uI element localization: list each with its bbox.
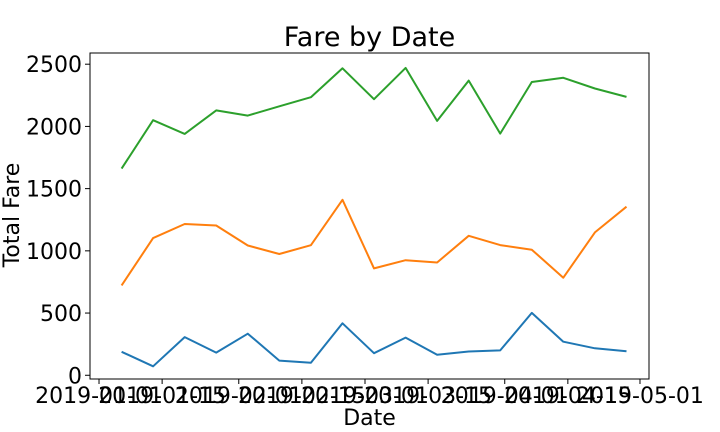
x-tick-label: 2019-01-01 — [35, 384, 163, 409]
series-line-1 — [121, 311, 627, 368]
plot-frame — [89, 52, 650, 380]
series-line-2 — [120, 198, 628, 286]
x-tick-label: 2019-02-01 — [175, 384, 303, 409]
y-tick-label: 0 — [68, 364, 82, 389]
x-tick-label: 2019-04-15 — [504, 384, 632, 409]
chart-title: Fare by Date — [284, 22, 456, 53]
y-axis: 0 500 1000 1500 2000 2500 — [26, 53, 90, 389]
x-tick-label: 2019-02-15 — [238, 384, 366, 409]
y-axis-label: Total Fare — [0, 163, 25, 269]
series-line-3 — [120, 66, 627, 170]
y-tick-label: 1000 — [26, 240, 82, 265]
y-tick-label: 2500 — [26, 53, 82, 78]
x-tick-label: 2019-03-01 — [301, 384, 429, 409]
y-tick-label: 2000 — [26, 115, 82, 140]
x-tick-label: 2019-05-01 — [576, 384, 704, 409]
x-axis: 2019-01-012019-01-152019-02-012019-02-15… — [35, 379, 704, 409]
x-tick-label: 2019-01-15 — [98, 384, 226, 409]
plot-area — [89, 52, 650, 380]
x-axis-label: Date — [343, 406, 396, 431]
y-tick-label: 1500 — [26, 178, 82, 203]
series-layer — [120, 66, 628, 368]
y-tick-label: 500 — [40, 302, 82, 327]
x-tick-label: 2019-03-15 — [364, 384, 492, 409]
x-tick-label: 2019-04-01 — [441, 384, 569, 409]
